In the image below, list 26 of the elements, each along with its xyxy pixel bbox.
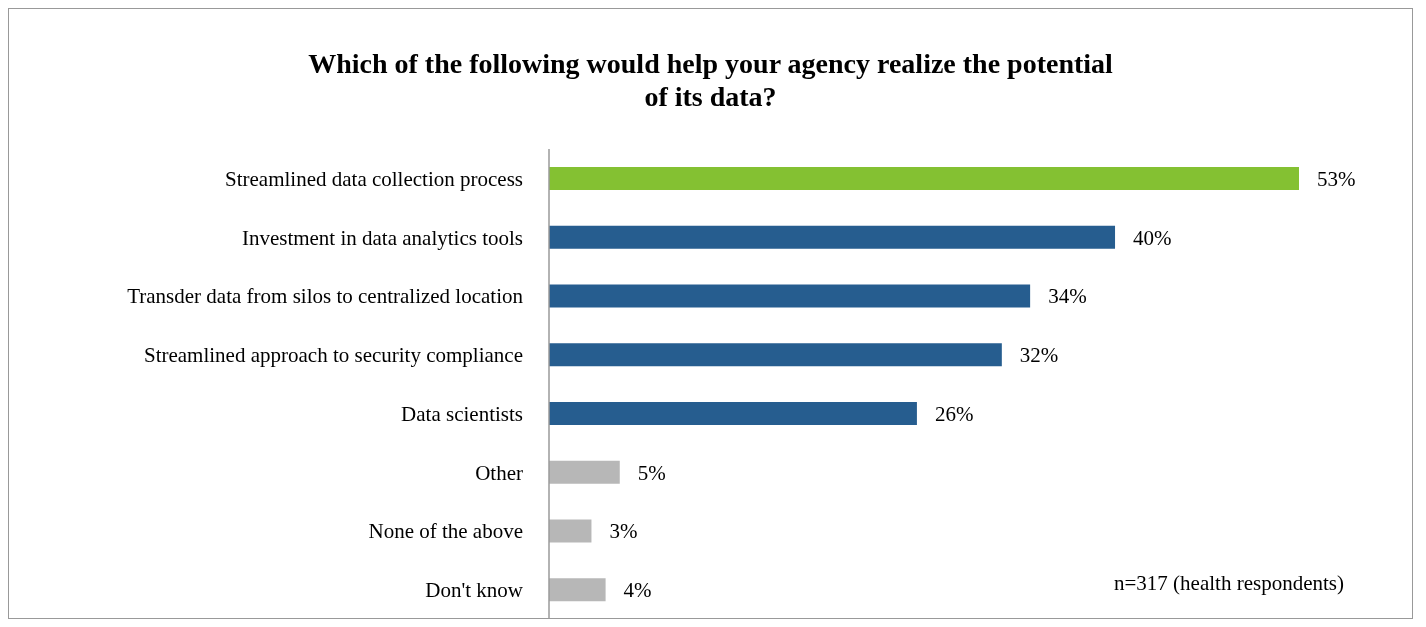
y-tick-label: None of the above: [368, 519, 523, 544]
y-tick-label: Streamlined approach to security compliance: [143, 343, 523, 368]
y-tick-label: Other: [475, 460, 523, 485]
data-label: 34%: [1048, 284, 1087, 309]
data-label: 5%: [637, 460, 666, 485]
data-label: 32%: [1019, 343, 1059, 368]
chart-title: Which of the following would help your agency realize the potential of its data?: [307, 47, 1114, 113]
annotation: n=317 (health respondents): [1114, 571, 1344, 596]
data-label: 40%: [1133, 225, 1172, 250]
bar: [549, 519, 592, 543]
bar: [549, 284, 1031, 308]
y-tick-label: Streamlined data collection process: [225, 166, 523, 191]
data-label: 4%: [623, 578, 652, 603]
data-label: 3%: [609, 519, 638, 544]
bar: [549, 578, 606, 602]
y-tick-label: Transder data from silos to centralized location: [127, 284, 524, 309]
data-label: 53%: [1317, 166, 1356, 191]
bar: [549, 225, 1116, 249]
bar: [549, 402, 917, 425]
bar: [549, 343, 1002, 367]
bar: [549, 167, 1299, 190]
y-tick-label: Don't know: [425, 578, 524, 603]
y-tick-label: Investment in data analytics tools: [241, 225, 523, 250]
data-label: 26%: [934, 401, 974, 426]
bar: [549, 460, 620, 484]
y-tick-label: Data scientists: [401, 401, 523, 426]
